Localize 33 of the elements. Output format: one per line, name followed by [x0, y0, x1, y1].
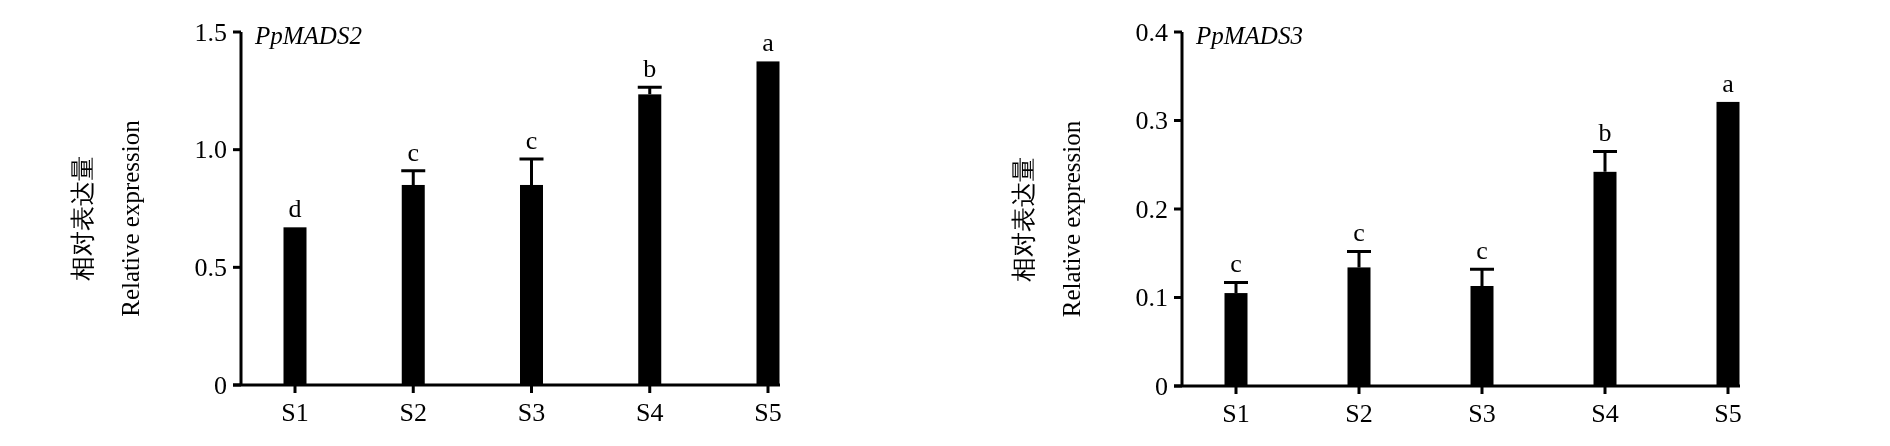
y-tick-label: 0	[1155, 371, 1168, 401]
annotation: b	[1598, 118, 1612, 148]
annotation: c	[1476, 236, 1488, 266]
x-tick-label: S4	[1591, 399, 1619, 428]
x-tick-label: S1	[1222, 399, 1250, 428]
x-tick-label: S4	[636, 398, 664, 427]
chart-title: PpMADS3	[1195, 22, 1303, 49]
annotation: c	[1353, 218, 1365, 248]
x-tick-label: S5	[754, 398, 782, 427]
y-tick-label: 0.4	[1135, 17, 1168, 47]
annotation: b	[643, 54, 657, 84]
annotation: c	[407, 137, 420, 167]
x-tick-label: S2	[1345, 399, 1373, 428]
y-tick-label: 0.2	[1135, 194, 1168, 224]
annotation: c	[525, 126, 538, 156]
x-tick-label: S3	[517, 398, 546, 427]
annotation: c	[1230, 249, 1242, 279]
x-tick-label: S2	[399, 398, 427, 427]
annotation: d	[288, 194, 302, 224]
annotation: a	[1722, 68, 1735, 98]
y-tick-label: 0.3	[1135, 106, 1168, 135]
x-tick-label: S3	[1468, 399, 1496, 428]
y-tick-label: 0.5	[194, 252, 227, 282]
y-tick-label: 1.5	[194, 17, 227, 47]
y-axis-title: 相对表达量 Relative expression	[1010, 120, 1085, 318]
y-tick-label: 0.1	[1135, 283, 1168, 312]
annotation: a	[762, 28, 775, 58]
y-tick-label: 1.0	[194, 135, 227, 165]
x-tick-label: S5	[1714, 399, 1742, 428]
chart-title: PpMADS2	[254, 22, 362, 49]
y-tick-label: 0	[214, 370, 227, 400]
y-axis-title: 相对表达量 Relative expression	[69, 119, 144, 317]
x-tick-label: S1	[281, 398, 309, 427]
